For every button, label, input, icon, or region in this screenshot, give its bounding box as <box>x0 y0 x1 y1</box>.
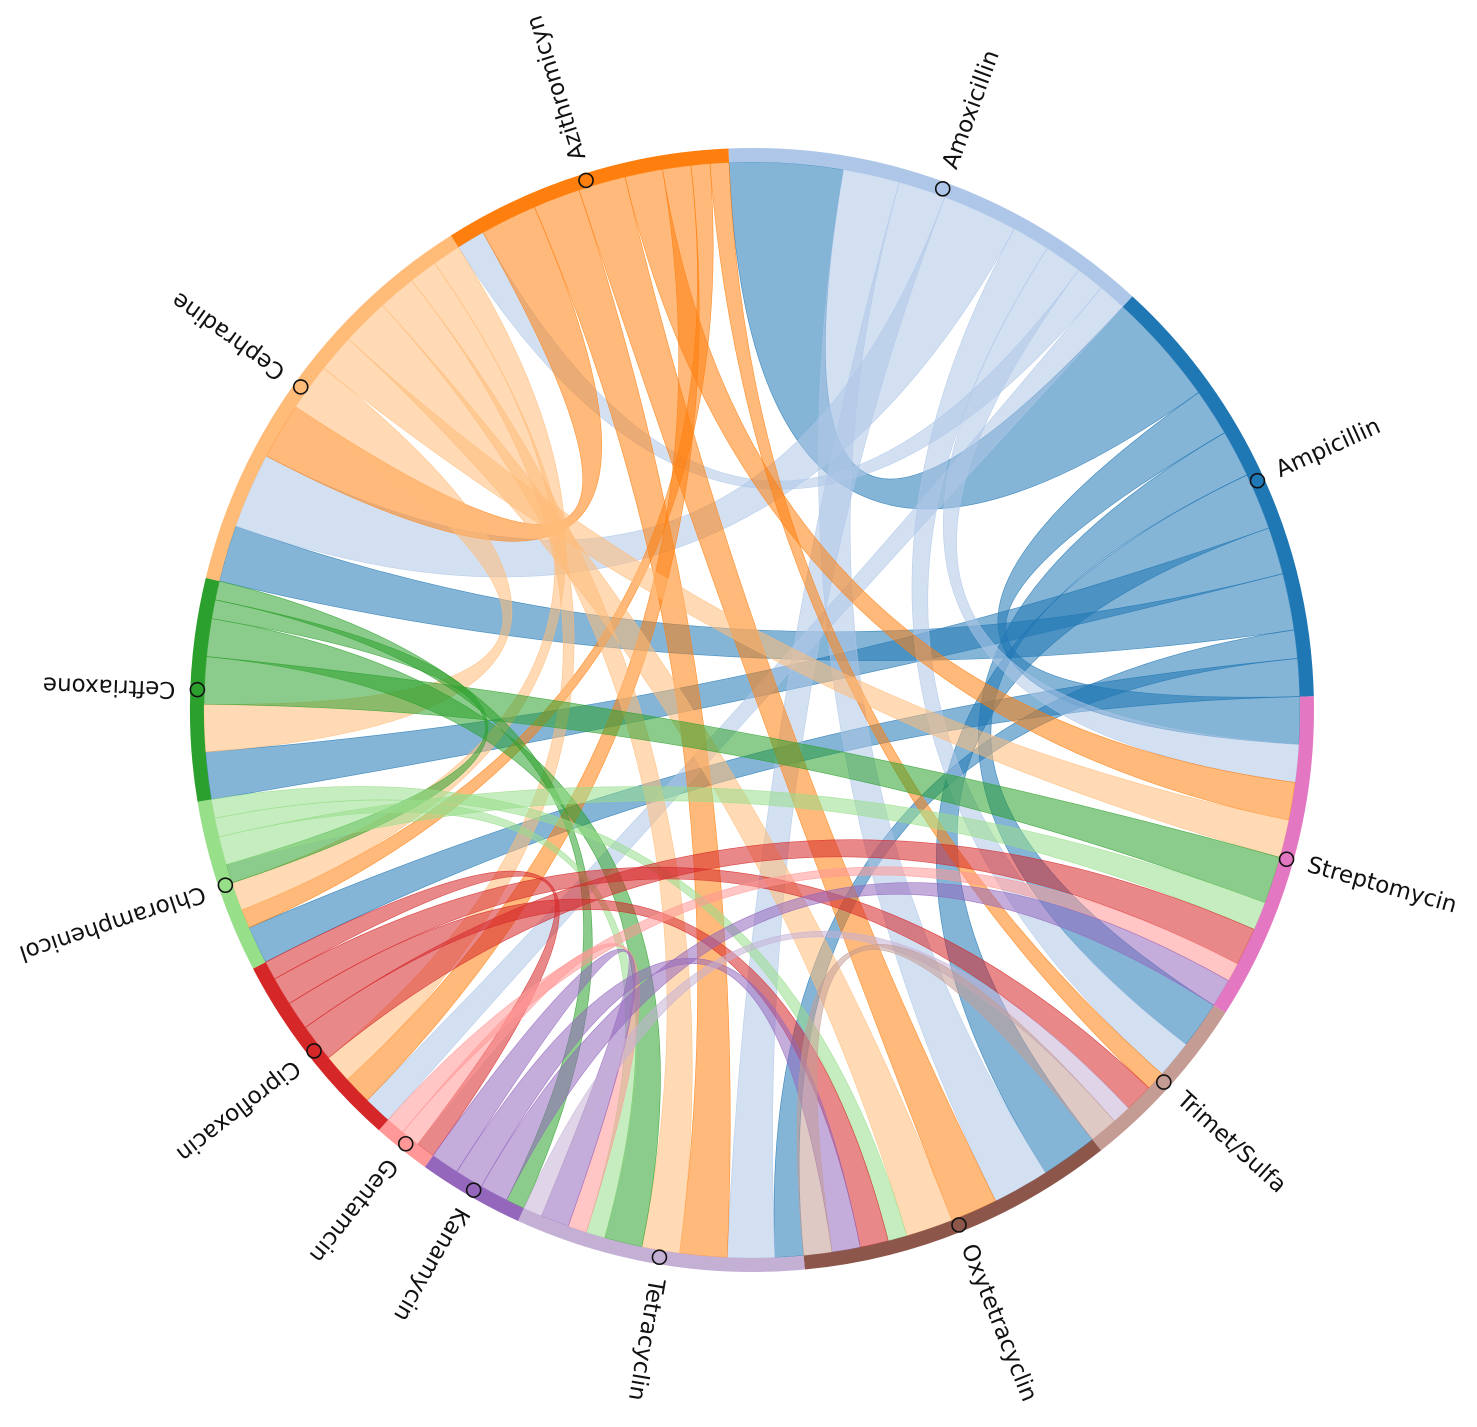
node-label: Azithromicyn <box>522 12 592 163</box>
node-label: Tetracyclin <box>623 1276 669 1403</box>
node-marker <box>217 877 234 893</box>
node-label: Ampicillin <box>1272 413 1385 483</box>
node-label: Ceftriaxone <box>42 672 175 703</box>
node-marker <box>465 1182 482 1198</box>
node-marker <box>578 172 594 189</box>
node-arcs <box>189 148 1314 1272</box>
node-label: Chloramphenicol <box>16 880 209 966</box>
node-label: Oxytetracyclin <box>956 1240 1043 1405</box>
node-marker <box>189 681 206 698</box>
node-marker <box>1278 851 1295 868</box>
node-marker <box>651 1249 668 1266</box>
node-marker <box>934 181 951 197</box>
node-label: Streptomycin <box>1304 852 1459 918</box>
node-label: Amoxicillin <box>938 47 1005 173</box>
chord-ribbon <box>456 958 861 1253</box>
node-label: Trimet/Sulfa <box>1171 1086 1291 1198</box>
chord-ribbon <box>211 786 908 1242</box>
node-label: Kanamycin <box>388 1203 474 1326</box>
node-marker <box>1249 472 1266 489</box>
chord-ribbon <box>911 228 1187 1075</box>
node-marker <box>951 1217 967 1233</box>
chord-ribbon <box>218 786 1266 930</box>
node-marker <box>397 1135 414 1152</box>
chord-ribbon <box>323 338 1290 858</box>
chord-ribbon <box>942 247 1300 783</box>
node-label: Cephradine <box>167 287 290 385</box>
node-label: Ciprofloxacin <box>171 1055 305 1167</box>
chord-ribbon <box>432 948 636 1227</box>
ribbons <box>203 161 1301 1259</box>
chord-ribbon <box>796 944 1115 1256</box>
chord-ribbon <box>387 866 1239 1133</box>
node-label: Gentamcin <box>304 1153 403 1267</box>
chord-ribbon <box>304 839 1255 1059</box>
node-marker <box>1155 1074 1172 1090</box>
node-marker <box>292 379 309 395</box>
chord-ribbon <box>624 169 1296 821</box>
node-marker <box>306 1043 322 1059</box>
